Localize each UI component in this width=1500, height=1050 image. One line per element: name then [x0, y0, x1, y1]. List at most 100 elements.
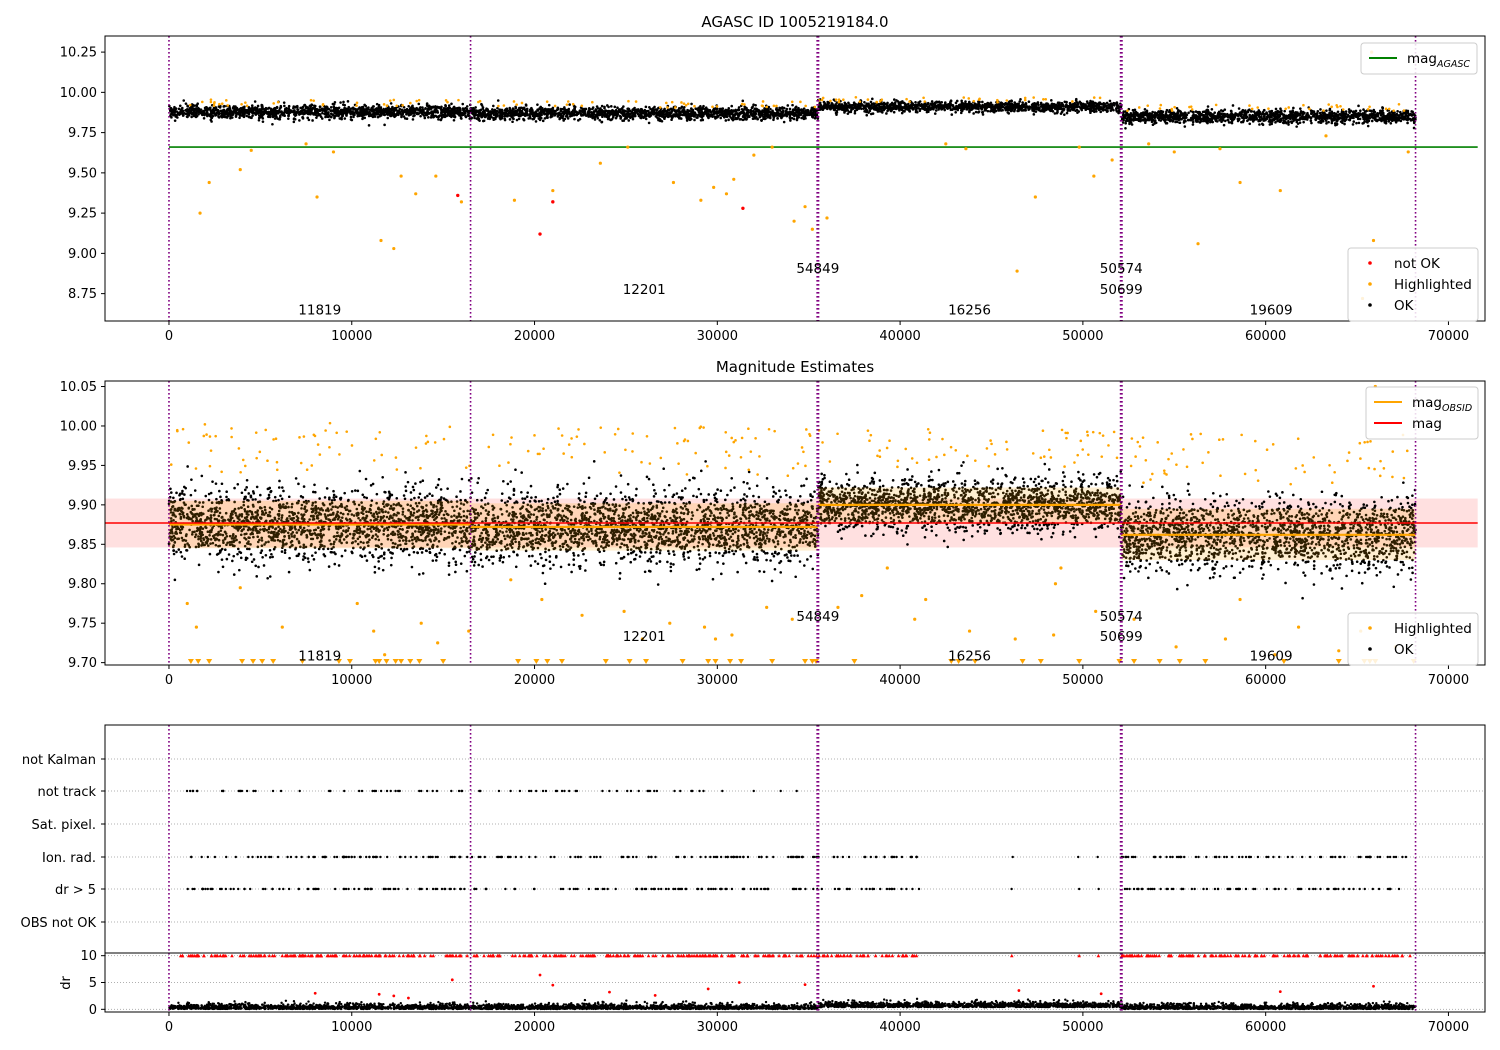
ok-point	[612, 114, 615, 118]
highlighted-point	[240, 102, 243, 106]
ok-point	[1051, 110, 1055, 113]
ok-point	[869, 100, 873, 104]
ok-point	[287, 117, 290, 120]
highlighted-point	[218, 102, 221, 106]
ok-point	[666, 110, 669, 114]
ok-point	[189, 110, 193, 113]
ok-point	[886, 109, 889, 113]
ok-point	[294, 113, 298, 117]
highlighted-point	[682, 102, 686, 105]
highlighted-point	[790, 100, 794, 104]
ok-point	[1084, 108, 1088, 112]
panel-agasc: AGASC ID 1005219184.0 118191220154849162…	[60, 13, 1486, 344]
ok-point	[401, 111, 405, 115]
highlighted-point	[591, 100, 594, 104]
ok-point	[321, 107, 324, 111]
ok-point	[738, 118, 742, 121]
ok-point	[603, 111, 607, 115]
ok-point	[973, 105, 977, 108]
ok-point	[481, 107, 485, 110]
highlighted-point	[415, 99, 419, 103]
ok-point	[741, 118, 745, 122]
ok-point	[195, 109, 199, 113]
ok-point	[983, 107, 987, 110]
ok-point	[871, 112, 875, 115]
ok-point	[215, 111, 219, 115]
ok-point	[802, 107, 806, 110]
ok-point	[610, 110, 614, 113]
ok-point	[926, 101, 930, 105]
ok-point	[413, 114, 416, 117]
ok-point	[465, 105, 469, 108]
ok-point	[458, 114, 461, 117]
ok-point	[673, 108, 676, 112]
ok-point	[324, 115, 327, 119]
ok-point	[306, 116, 309, 120]
ok-point	[1053, 112, 1057, 115]
ok-point	[893, 101, 897, 104]
highlighted-point	[686, 102, 690, 106]
ok-point	[332, 109, 335, 113]
ok-point	[1049, 105, 1053, 109]
ok-point	[1078, 105, 1081, 109]
ok-point	[782, 120, 786, 124]
ok-point	[908, 104, 911, 108]
ok-point	[219, 109, 223, 113]
ok-point	[483, 110, 486, 114]
ok-point	[425, 113, 429, 117]
ok-point	[656, 117, 660, 120]
ok-point	[196, 102, 199, 105]
ok-point	[1070, 107, 1074, 111]
ok-point	[865, 110, 868, 114]
ok-point	[1191, 123, 1195, 126]
ok-point	[214, 108, 218, 112]
ok-point	[1352, 120, 1356, 123]
ok-point	[785, 111, 789, 114]
ok-point	[691, 114, 694, 117]
ok-point	[437, 118, 440, 121]
ok-point	[538, 111, 541, 115]
ok-point	[931, 104, 934, 107]
ok-point	[431, 110, 434, 113]
ok-point	[337, 113, 341, 116]
ok-point	[1052, 104, 1055, 108]
ok-point	[505, 108, 509, 112]
ok-point	[1003, 106, 1007, 109]
ok-point	[283, 104, 286, 108]
ok-point	[567, 112, 570, 115]
ok-point	[296, 108, 300, 111]
ok-point	[173, 119, 177, 122]
ok-point	[716, 114, 720, 118]
ok-point	[1115, 108, 1118, 112]
highlighted-point	[761, 100, 765, 103]
ok-point	[622, 113, 625, 117]
ok-point	[736, 108, 740, 111]
highlighted-point	[875, 100, 878, 104]
ok-point	[756, 117, 759, 121]
ok-point	[999, 109, 1003, 112]
ok-point	[885, 103, 889, 107]
ok-point	[1274, 107, 1278, 111]
ok-point	[598, 118, 602, 122]
ok-point	[197, 107, 201, 111]
ok-point	[538, 115, 542, 118]
ok-point	[443, 115, 447, 119]
ok-point	[503, 117, 507, 121]
ok-point	[439, 114, 443, 117]
ok-point	[184, 102, 188, 105]
ok-point	[267, 111, 271, 114]
ok-point	[405, 117, 409, 120]
ok-point	[741, 99, 745, 103]
ok-point	[268, 115, 272, 119]
ok-point	[466, 113, 470, 116]
highlighted-point	[200, 100, 204, 104]
ok-point	[355, 108, 359, 111]
highlighted-point	[674, 106, 677, 109]
ok-point	[1085, 105, 1088, 109]
ok-point	[480, 102, 483, 106]
ok-point	[444, 104, 447, 107]
ok-point	[246, 111, 249, 115]
highlighted-point	[837, 98, 841, 101]
ok-point	[913, 105, 917, 108]
ok-point	[1223, 119, 1227, 123]
